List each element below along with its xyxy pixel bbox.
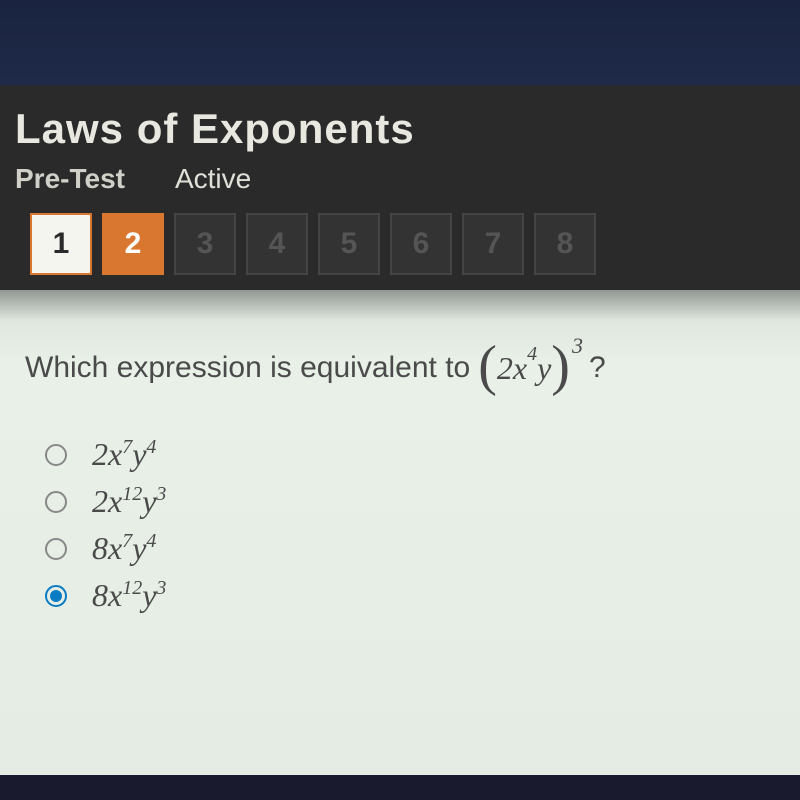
quiz-mode-label: Pre-Test xyxy=(15,163,125,195)
question-panel: Which expression is equivalent to ( 2 x … xyxy=(0,290,800,775)
answer-option-2[interactable]: 2x12y3 xyxy=(45,483,780,520)
nav-question-4[interactable]: 4 xyxy=(246,213,308,275)
subtitle-row: Pre-Test Active xyxy=(15,163,800,203)
nav-question-2[interactable]: 2 xyxy=(102,213,164,275)
radio-button[interactable] xyxy=(45,444,67,466)
option-expression: 8x7y4 xyxy=(92,530,156,567)
question-expression: ( 2 x 4 y ) 3 xyxy=(478,340,581,396)
answer-option-4[interactable]: 8x12y3 xyxy=(45,577,780,614)
page-title: Laws of Exponents xyxy=(15,105,800,153)
radio-button[interactable] xyxy=(45,585,67,607)
nav-question-5[interactable]: 5 xyxy=(318,213,380,275)
answer-options: 2x7y4 2x12y3 8x7y4 8x12y3 xyxy=(45,436,780,614)
option-expression: 2x7y4 xyxy=(92,436,156,473)
prompt-text: Which expression is equivalent to xyxy=(25,351,470,385)
radio-button[interactable] xyxy=(45,538,67,560)
nav-question-1[interactable]: 1 xyxy=(30,213,92,275)
window-top-bar xyxy=(0,0,800,85)
coef: 2 xyxy=(497,350,513,387)
var-y: y xyxy=(537,350,551,387)
answer-option-1[interactable]: 2x7y4 xyxy=(45,436,780,473)
option-expression: 2x12y3 xyxy=(92,483,166,520)
answer-option-3[interactable]: 8x7y4 xyxy=(45,530,780,567)
radio-button[interactable] xyxy=(45,491,67,513)
quiz-header: Laws of Exponents Pre-Test Active 123456… xyxy=(0,85,800,290)
nav-question-3[interactable]: 3 xyxy=(174,213,236,275)
nav-question-8[interactable]: 8 xyxy=(534,213,596,275)
left-paren-icon: ( xyxy=(478,338,497,394)
nav-question-6[interactable]: 6 xyxy=(390,213,452,275)
question-prompt: Which expression is equivalent to ( 2 x … xyxy=(25,340,780,396)
nav-question-7[interactable]: 7 xyxy=(462,213,524,275)
var-x: x xyxy=(513,350,527,387)
x-exponent: 4 xyxy=(527,343,537,366)
tab-active[interactable]: Active xyxy=(175,163,251,195)
question-mark-icon: ? xyxy=(589,351,606,385)
option-expression: 8x12y3 xyxy=(92,577,166,614)
question-nav: 12345678 xyxy=(15,203,800,290)
outer-exponent: 3 xyxy=(572,333,583,359)
right-paren-icon: ) xyxy=(551,338,570,394)
